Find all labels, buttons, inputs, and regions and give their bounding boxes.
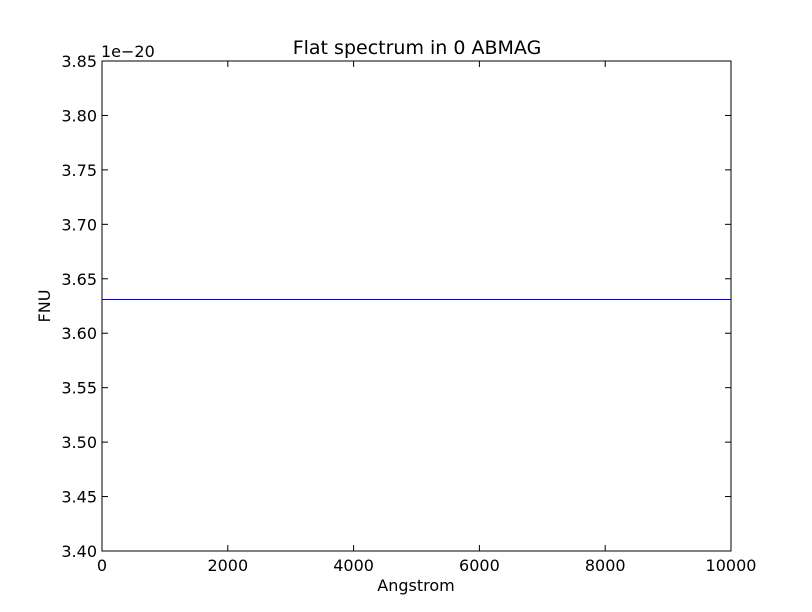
y-tick-label: 3.55	[61, 379, 97, 398]
y-tick-label: 3.85	[61, 52, 97, 71]
plot-frame	[101, 60, 732, 552]
y-tick-label: 3.80	[61, 106, 97, 125]
x-tick-label: 6000	[459, 556, 500, 575]
y-tick-label: 3.50	[61, 433, 97, 452]
y-tick-label: 3.65	[61, 270, 97, 289]
y-tick-label: 3.45	[61, 488, 97, 507]
y-tick-label: 3.40	[61, 542, 97, 561]
x-tick-label: 10000	[706, 556, 757, 575]
y-ticks: 3.40 3.45 3.50 3.55 3.60 3.65 3.70 3.75 3.80 3.85	[61, 52, 731, 561]
y-axis-title: FNU	[35, 290, 54, 323]
chart-title: Flat spectrum in 0 ABMAG	[293, 37, 542, 59]
x-axis-title: Angstrom	[377, 576, 454, 595]
x-tick-label: 2000	[207, 556, 248, 575]
y-offset-label: 1e−20	[101, 42, 155, 61]
x-tick-label: 4000	[333, 556, 374, 575]
x-ticks: 0 2000 4000 6000 8000 10000	[97, 61, 757, 575]
x-tick-label: 0	[97, 556, 107, 575]
x-tick-label: 8000	[585, 556, 626, 575]
y-tick-label: 3.70	[61, 215, 97, 234]
y-tick-label: 3.75	[61, 161, 97, 180]
y-tick-label: 3.60	[61, 324, 97, 343]
